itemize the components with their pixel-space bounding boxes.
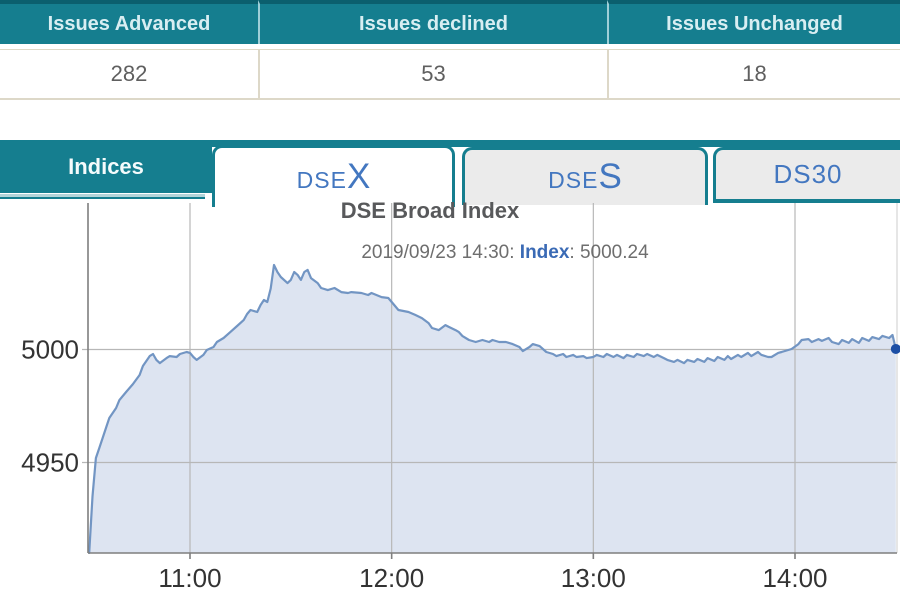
svg-text:4950: 4950 [21,448,79,478]
svg-text:5000: 5000 [21,335,79,365]
summary-header-advanced: Issues Advanced [0,0,258,44]
svg-text:14:00: 14:00 [762,563,827,593]
readout-value: : 5000.24 [569,242,649,263]
tab-dsex-label-prefix: DSE [296,167,347,193]
indices-underline [0,194,205,197]
summary-value-advanced: 282 [0,49,258,100]
summary-value-unchanged: 18 [607,49,900,100]
tab-dses-label-prefix: DSE [548,167,599,193]
tab-dsex[interactable]: DSEX [212,145,455,207]
chart-title: DSE Broad Index [340,198,520,223]
indices-underline-accent [0,197,205,199]
chart-crosshair-readout: 2019/09/23 14:30: Index: 5000.24 [110,242,900,264]
tab-strip-bar [0,140,900,147]
indices-tab-bar: Indices DSEX DSES DS30 [0,140,900,210]
summary-column-declined: Issues declined 53 [258,0,607,100]
summary-column-unchanged: Issues Unchanged 18 [607,0,900,100]
summary-value-declined: 53 [258,49,607,100]
tab-ds30-label: DS30 [773,159,843,189]
svg-text:11:00: 11:00 [158,563,221,593]
svg-text:13:00: 13:00 [561,563,626,593]
tab-dses-label-suffix: S [598,157,622,196]
summary-header-declined: Issues declined [258,0,607,44]
readout-series-label: Index [519,242,570,263]
indices-panel-header: Indices [0,140,212,193]
summary-header-unchanged: Issues Unchanged [607,0,900,44]
index-area-chart[interactable]: 11:00 12:00 13:00 14:00 5000 4950 [0,195,900,600]
indices-panel-label: Indices [68,153,144,179]
tab-dsex-label-suffix: X [346,157,371,196]
summary-column-advanced: Issues Advanced 282 [0,0,258,100]
svg-text:12:00: 12:00 [359,563,424,593]
market-summary-table: Issues Advanced 282 Issues declined 53 I… [0,0,900,100]
readout-datetime: 2019/09/23 14:30: [361,242,520,263]
tab-ds30[interactable]: DS30 [713,147,900,203]
tab-dses[interactable]: DSES [462,147,708,205]
